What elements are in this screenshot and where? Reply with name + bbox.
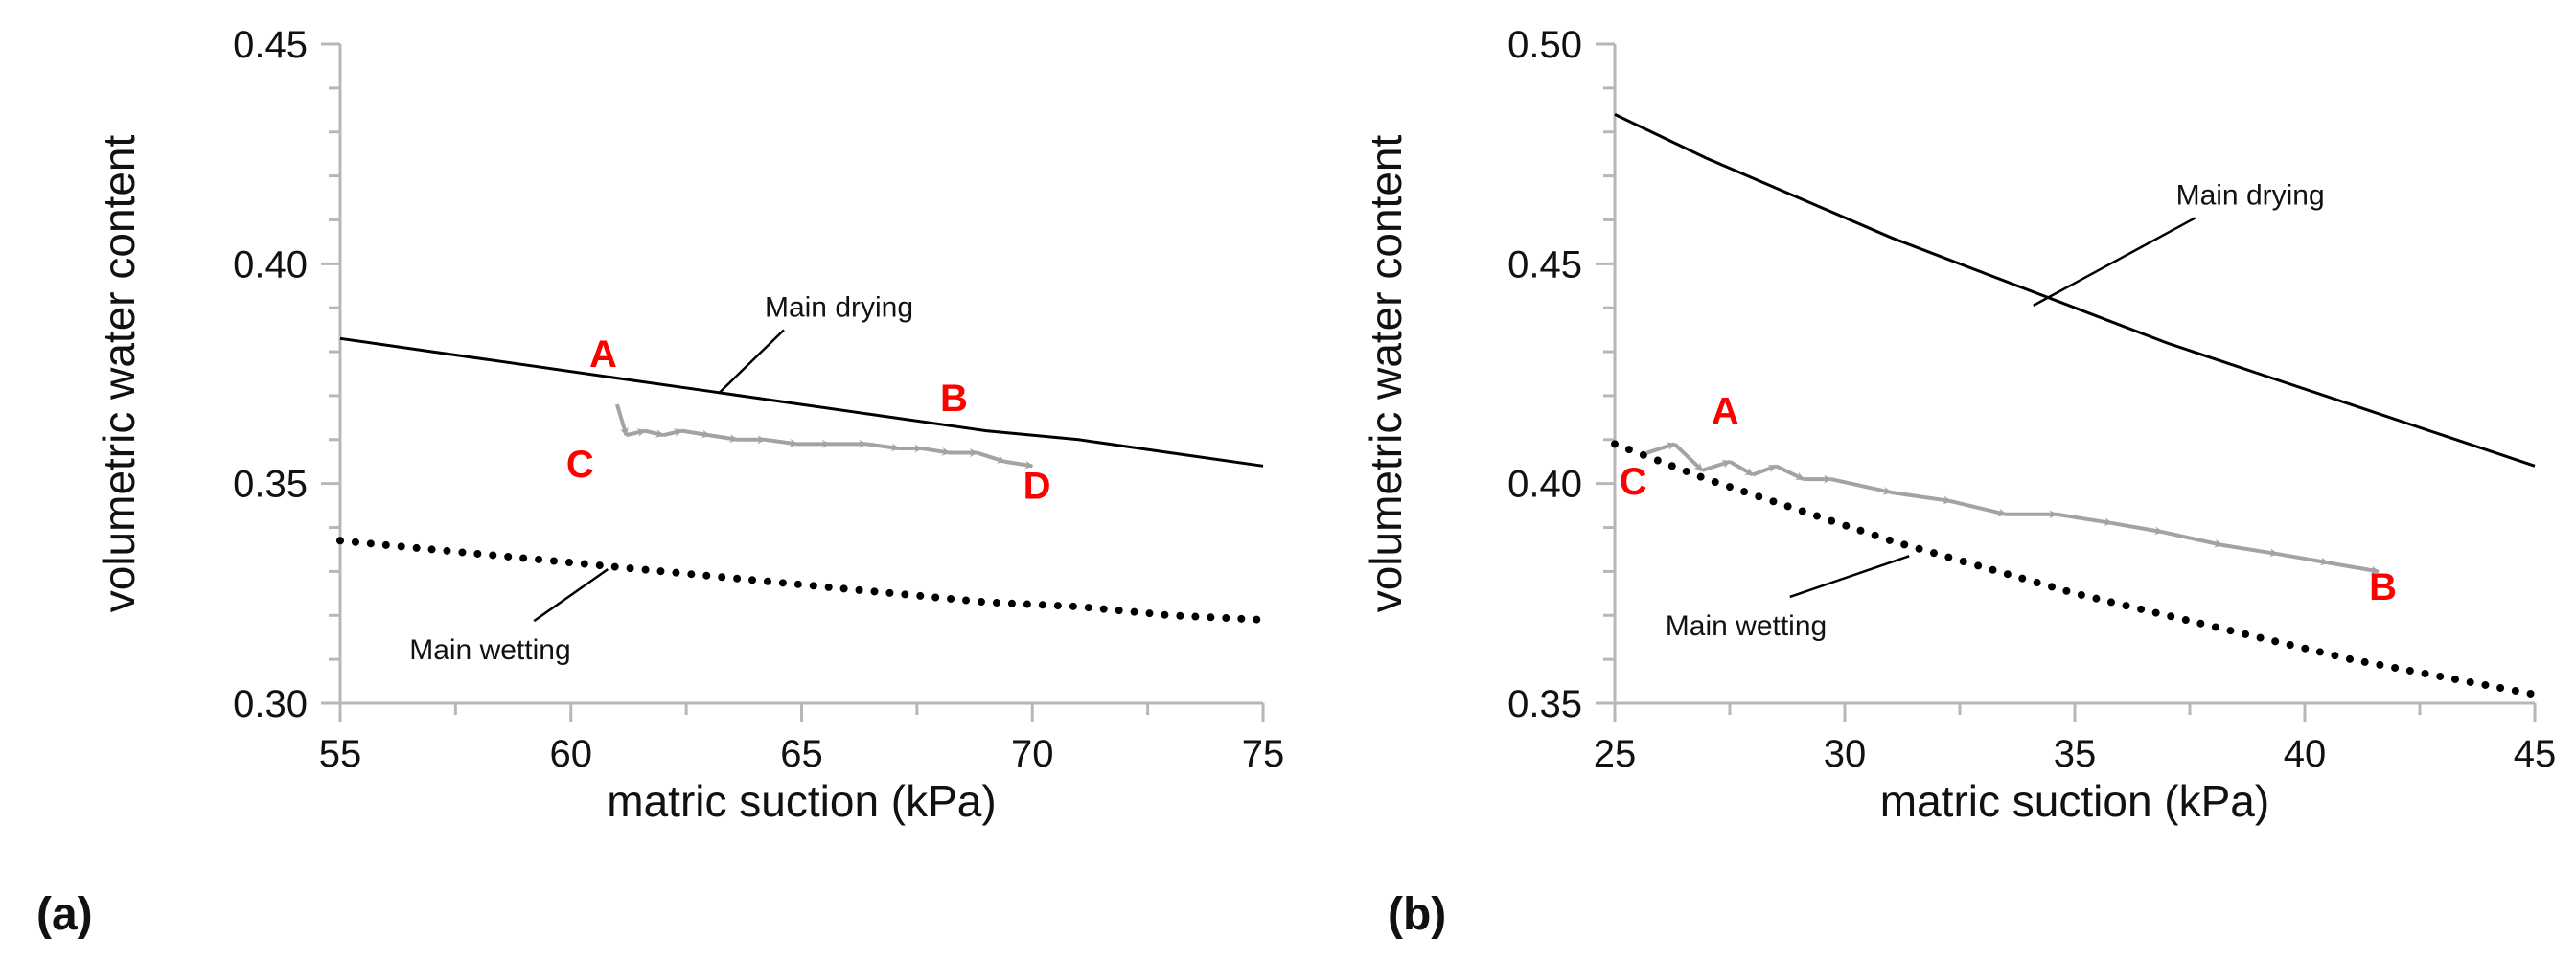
y-tick-label-b: 0.45	[1507, 243, 1582, 286]
path-arrow-segment-b	[1701, 459, 1732, 472]
main-drying-curve-b	[1614, 113, 2536, 468]
curves-b	[1611, 113, 2539, 699]
path-arrow-segment-b	[2056, 512, 2113, 527]
annotation-main-drying-a: Main drying	[765, 291, 913, 323]
y-tick-label-b: 0.50	[1507, 24, 1582, 66]
y-tick-label-a: 0.35	[233, 464, 308, 506]
path-arrow-segment-a	[976, 450, 1006, 464]
annotations-b: Main drying Main wetting A B C	[1620, 179, 2397, 641]
y-tick-label-a: 0.30	[233, 683, 308, 725]
path-arrow-segment-a	[764, 437, 799, 447]
path-arrow-segment-b	[1729, 459, 1755, 477]
point-label-b-a: B	[940, 378, 968, 420]
measured-path-a	[614, 403, 1034, 470]
path-arrow-segment-a	[614, 403, 629, 437]
x-tick-label-b: 40	[2284, 733, 2327, 775]
path-arrow-segment-a	[921, 446, 951, 456]
x-tick-label-b: 45	[2514, 733, 2557, 775]
path-arrow-segment-a	[626, 428, 647, 438]
path-arrow-segment-b	[1645, 442, 1676, 455]
main-wetting-curve-a	[336, 537, 1267, 624]
path-arrow-segment-a	[680, 428, 711, 439]
annotation-main-wetting-a: Main wetting	[409, 634, 570, 666]
chart-panel-b: 25 30 35 40 450.350.400.450.50 Main dryingMa…	[1361, 24, 2556, 940]
y-tick-label-b: 0.40	[1507, 464, 1582, 506]
y-axis-title-a: volumetric water content	[94, 135, 144, 613]
x-tick-label-a: 70	[1011, 733, 1054, 775]
path-arrow-segment-b	[2221, 542, 2279, 558]
x-tick-label-b: 25	[1594, 733, 1637, 775]
annotations-a: Main drying Main wetting A B C D	[409, 291, 1050, 666]
panel-label-a: (a)	[36, 889, 93, 940]
leader-line-b	[1789, 555, 1910, 599]
axes-a: 55 60 65 70 75 0.30 0.35 0.40 0.45	[233, 24, 1284, 775]
leader-line-b	[2033, 217, 2196, 308]
curves-a	[336, 336, 1267, 624]
x-tick-label-b: 30	[1824, 733, 1867, 775]
measured-path-b	[1645, 442, 2380, 575]
x-tick-label-a: 65	[780, 733, 823, 775]
path-arrow-segment-a	[1004, 459, 1034, 470]
x-tick-label-a: 55	[319, 733, 362, 775]
path-arrow-segment-b	[1775, 464, 1806, 481]
chart-panel-a: 55 60 65 70 750.300.350.400.45 Main dryingMa…	[36, 24, 1284, 940]
y-tick-label-a: 0.40	[233, 243, 308, 286]
x-tick-label-b: 35	[2054, 733, 2097, 775]
annotation-main-wetting-b: Main wetting	[1666, 610, 1827, 642]
x-tick-label-a: 60	[550, 733, 593, 775]
path-arrow-segment-b	[1949, 499, 2008, 517]
point-label-a-a: A	[589, 333, 617, 376]
y-tick-label-b: 0.35	[1507, 683, 1582, 725]
point-label-c-b: C	[1620, 461, 1647, 503]
path-arrow-segment-b	[2111, 520, 2164, 536]
path-arrow-segment-b	[2161, 530, 2223, 548]
path-arrow-segment-b	[1890, 490, 1952, 505]
path-arrow-segment-a	[662, 428, 683, 438]
path-arrow-segment-b	[2327, 561, 2380, 575]
main-drying-curve-a	[339, 336, 1264, 468]
panel-label-b: (b)	[1388, 889, 1446, 940]
path-arrow-segment-b	[1752, 464, 1778, 477]
axes-b: 25 30 35 40 45 0.35 0.40 0.45 0.50	[1507, 24, 2556, 775]
path-arrow-segment-a	[644, 428, 665, 438]
path-arrow-segment-b	[1830, 477, 1893, 495]
leader-line-a	[533, 568, 609, 623]
main-wetting-curve-b	[1611, 440, 2539, 699]
path-arrow-segment-b	[2276, 552, 2330, 566]
annotation-main-drying-b: Main drying	[2176, 179, 2325, 211]
point-label-a-b: A	[1712, 391, 1739, 433]
x-tick-label-a: 75	[1242, 733, 1285, 775]
y-tick-label-a: 0.45	[233, 24, 308, 66]
path-arrow-segment-b	[1673, 442, 1704, 472]
point-label-d-a: D	[1024, 466, 1051, 508]
x-axis-title-b: matric suction (kPa)	[1880, 776, 2269, 826]
path-arrow-segment-a	[708, 433, 739, 444]
point-label-b-b: B	[2369, 566, 2397, 608]
y-axis-title-b: volumetric water content	[1361, 135, 1411, 613]
leader-line-a	[717, 329, 785, 395]
path-arrow-segment-a	[865, 442, 900, 452]
point-label-c-a: C	[566, 444, 594, 486]
x-axis-title-a: matric suction (kPa)	[607, 776, 996, 826]
